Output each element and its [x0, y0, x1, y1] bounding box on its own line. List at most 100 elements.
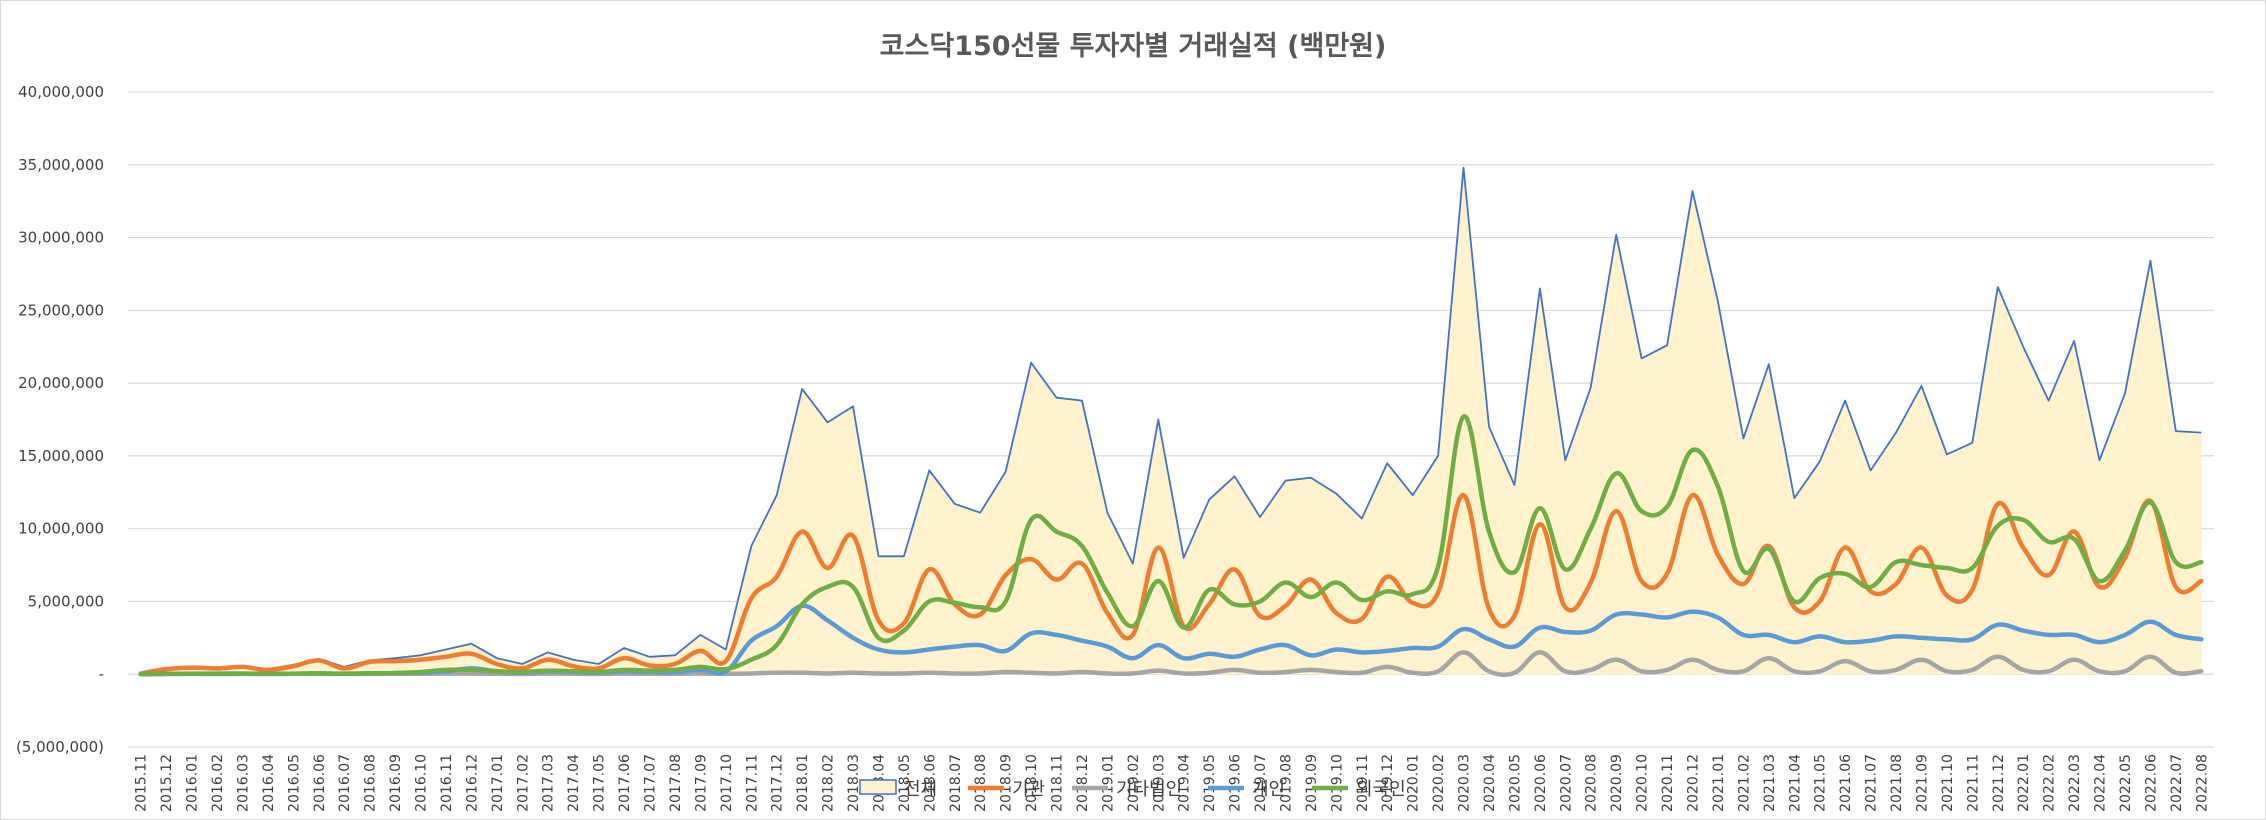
x-tick-label: 2019.09 — [1304, 754, 1320, 812]
x-tick-label: 2020.10 — [1635, 754, 1651, 812]
x-tick-label: 2022.02 — [2042, 754, 2058, 812]
x-tick-label: 2020.01 — [1406, 754, 1422, 812]
x-tick-label: 2018.09 — [999, 754, 1015, 812]
legend-swatch — [859, 779, 897, 795]
x-tick-label: 2016.05 — [286, 754, 302, 812]
x-tick-label: 2022.07 — [2169, 754, 2185, 812]
y-tick-label: 15,000,000 — [18, 447, 104, 465]
series-line-total — [140, 166, 2202, 674]
x-tick-label: 2017.04 — [566, 754, 582, 812]
x-tick-label: 2019.03 — [1151, 754, 1167, 812]
x-tick-label: 2018.11 — [1050, 754, 1066, 812]
x-tick-label: 2021.04 — [1787, 754, 1803, 812]
area-layer — [140, 166, 2202, 675]
series-area-fill — [140, 167, 2202, 675]
x-tick-label: 2021.02 — [1736, 754, 1752, 812]
y-tick-label: 10,000,000 — [18, 520, 104, 538]
x-tick-label: 2018.07 — [948, 754, 964, 812]
x-tick-label: 2018.10 — [1024, 754, 1040, 812]
x-tick-label: 2021.06 — [1838, 754, 1854, 812]
x-tick-label: 2019.06 — [1228, 754, 1244, 812]
series-line-1 — [138, 492, 2204, 676]
series-line-2 — [138, 650, 2204, 678]
x-tick-label: 2021.01 — [1711, 754, 1727, 812]
x-tick-label: 2021.05 — [1813, 754, 1829, 812]
y-tick-label: (5,000,000) — [16, 738, 104, 756]
x-tick-label: 2016.07 — [337, 754, 353, 812]
x-tick-label: 2017.01 — [490, 754, 506, 812]
x-tick-label: 2019.01 — [1100, 754, 1116, 812]
x-tick-label: 2017.11 — [744, 754, 760, 812]
y-axis-ticks: (5,000,000) - 5,000,000 10,000,000 15,000,00… — [16, 83, 104, 756]
x-tick-label: 2022.04 — [2093, 754, 2109, 812]
x-tick-label: 2021.09 — [1915, 754, 1931, 812]
series-lines — [138, 414, 2204, 678]
x-tick-label: 2020.03 — [1457, 754, 1473, 812]
x-tick-label: 2019.05 — [1202, 754, 1218, 812]
legend-label: 기타법인 — [1116, 779, 1182, 800]
x-tick-label: 2017.05 — [592, 754, 608, 812]
x-tick-label: 2016.02 — [210, 754, 226, 812]
x-tick-label: 2020.12 — [1686, 754, 1702, 812]
x-tick-label: 2020.06 — [1533, 754, 1549, 812]
x-tick-label: 2016.03 — [236, 754, 252, 812]
x-tick-label: 2021.12 — [1991, 754, 2007, 812]
y-tick-label: 35,000,000 — [18, 156, 104, 174]
legend-label: 개인 — [1252, 779, 1285, 800]
x-tick-label: 2020.11 — [1660, 754, 1676, 812]
x-tick-label: 2019.10 — [1329, 754, 1345, 812]
x-tick-label: 2016.09 — [388, 754, 404, 812]
x-tick-label: 2021.03 — [1762, 754, 1778, 812]
legend-label: 전체 — [904, 779, 937, 800]
x-tick-label: 2022.05 — [2118, 754, 2134, 812]
x-tick-label: 2018.05 — [897, 754, 913, 812]
x-tick-label: 2019.04 — [1177, 754, 1193, 812]
x-tick-label: 2018.06 — [922, 754, 938, 812]
x-tick-label: 2021.08 — [1889, 754, 1905, 812]
legend: 전체 기관 기타법인 개인 외국인 — [859, 779, 1406, 800]
x-tick-label: 2020.08 — [1584, 754, 1600, 812]
x-tick-label: 2021.10 — [1940, 754, 1956, 812]
x-tick-label: 2020.05 — [1507, 754, 1523, 812]
x-tick-label: 2019.08 — [1279, 754, 1295, 812]
x-tick-label: 2018.12 — [1075, 754, 1091, 812]
x-tick-label: 2016.06 — [312, 754, 328, 812]
x-tick-label: 2018.03 — [846, 754, 862, 812]
x-tick-label: 2022.01 — [2016, 754, 2032, 812]
x-tick-label: 2017.06 — [617, 754, 633, 812]
x-tick-label: 2017.10 — [719, 754, 735, 812]
x-tick-label: 2021.11 — [1965, 754, 1981, 812]
y-tick-label: 5,000,000 — [28, 592, 104, 610]
y-tick-label: 40,000,000 — [18, 83, 104, 101]
x-tick-label: 2020.07 — [1558, 754, 1574, 812]
x-tick-label: 2019.02 — [1126, 754, 1142, 812]
x-tick-label: 2017.07 — [643, 754, 659, 812]
x-tick-label: 2017.08 — [668, 754, 684, 812]
x-tick-label: 2017.09 — [693, 754, 709, 812]
x-tick-label: 2022.06 — [2143, 754, 2159, 812]
x-tick-label: 2020.09 — [1609, 754, 1625, 812]
x-tick-label: 2016.12 — [464, 754, 480, 812]
x-tick-label: 2021.07 — [1864, 754, 1880, 812]
x-tick-label: 2017.12 — [770, 754, 786, 812]
x-tick-label: 2022.08 — [2194, 754, 2210, 812]
legend-label: 기관 — [1012, 779, 1045, 800]
legend-label: 외국인 — [1356, 779, 1406, 800]
y-tick-label: 25,000,000 — [18, 301, 104, 319]
x-tick-label: 2016.08 — [363, 754, 379, 812]
x-tick-label: 2020.02 — [1431, 754, 1447, 812]
x-tick-label: 2020.04 — [1482, 754, 1498, 812]
y-tick-label: 20,000,000 — [18, 374, 104, 392]
x-tick-label: 2016.04 — [261, 754, 277, 812]
x-tick-label: 2016.01 — [185, 754, 201, 812]
x-tick-label: 2022.03 — [2067, 754, 2083, 812]
y-tick-label: - — [99, 665, 104, 683]
x-tick-label: 2018.08 — [973, 754, 989, 812]
x-tick-label: 2018.01 — [795, 754, 811, 812]
x-tick-label: 2017.02 — [515, 754, 531, 812]
x-tick-label: 2015.11 — [134, 754, 150, 812]
series-line-4 — [138, 414, 2204, 677]
x-tick-label: 2019.11 — [1355, 754, 1371, 812]
